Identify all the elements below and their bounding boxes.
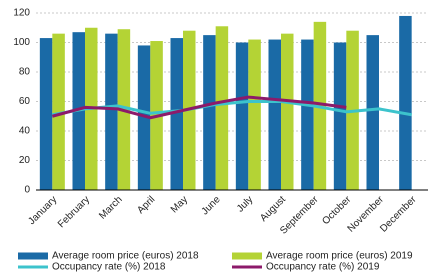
bar [170,38,183,191]
bar [235,42,249,190]
y-tick-label: 60 [19,96,31,107]
bar [399,15,412,191]
legend-swatch [232,252,262,260]
y-tick-label: 0 [24,185,30,196]
bar [215,26,229,191]
x-tick-label: April [135,194,157,216]
x-tick-label: June [200,194,223,217]
x-tick-label: February [56,194,92,230]
bar [301,39,314,190]
x-tick-label: January [26,194,59,227]
legend-label: Occupancy rate (%) 2018 [52,262,166,272]
bar [137,45,151,191]
x-tick-label: March [97,194,124,221]
legend-swatch [18,252,48,260]
bar [248,39,261,190]
bar [366,35,379,190]
bar [39,38,53,191]
y-tick-label: 20 [19,155,31,166]
bar [268,39,281,190]
bar [105,33,118,191]
y-tick-label: 100 [13,37,30,48]
bar [281,33,294,191]
legend-label: Occupancy rate (%) 2019 [266,262,380,272]
x-tick-label: October [320,194,353,227]
x-tick-label: May [169,194,190,215]
y-tick-label: 120 [13,8,30,19]
y-tick-label: 40 [19,126,31,137]
x-tick-label: December [378,194,419,235]
bar [52,33,65,191]
legend-label: Average room price (euros) 2019 [266,251,413,262]
bar [203,35,216,190]
bar [333,42,347,190]
x-tick-label: August [258,194,288,224]
y-tick-label: 80 [19,67,31,78]
legend-label: Average room price (euros) 2018 [52,251,199,262]
line [51,95,347,120]
line [52,100,412,117]
x-tick-label: July [235,194,255,214]
